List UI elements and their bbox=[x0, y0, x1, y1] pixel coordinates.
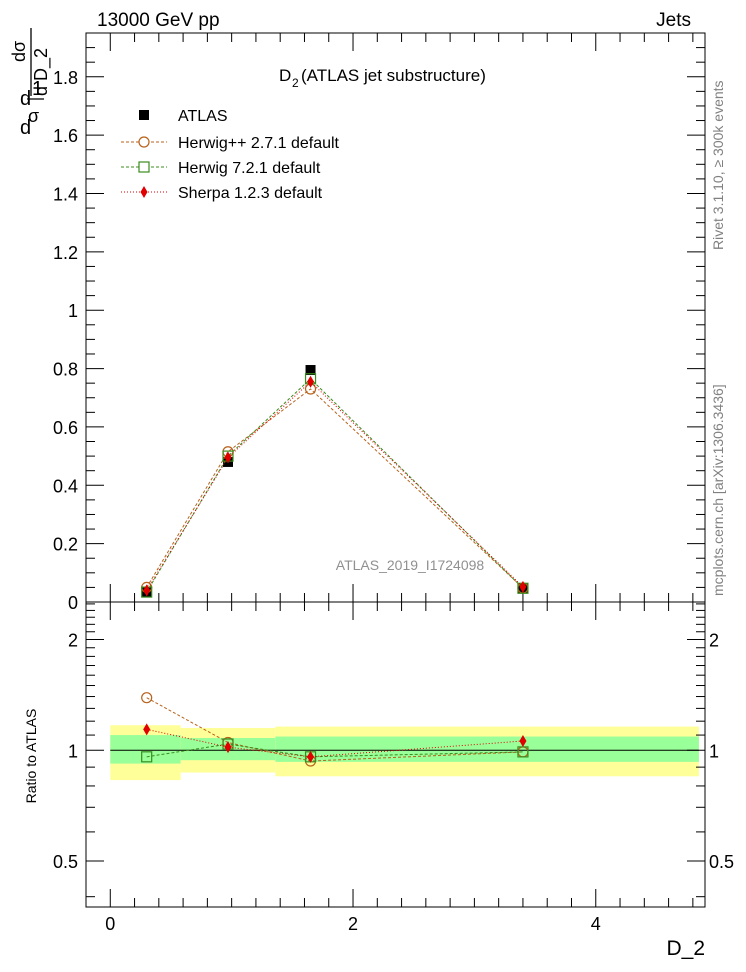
ratio-herwig7-point bbox=[141, 751, 153, 763]
mcplots-reference-label: mcplots.cern.ch [arXiv:1306.3436] bbox=[710, 384, 726, 596]
main-y-tick-label: 1 bbox=[68, 301, 78, 321]
ratio-sherpa-point bbox=[519, 734, 527, 747]
ratio-uncertainty-bands bbox=[110, 725, 699, 781]
main-y-tick-label: 0.6 bbox=[53, 418, 78, 438]
sherpa-data-point bbox=[143, 584, 151, 597]
ratio-y-tick-label-right: 2 bbox=[709, 631, 719, 651]
ylabel-one: 1 bbox=[32, 78, 43, 100]
ratio-series-line bbox=[146, 743, 523, 758]
ylabel-dd2: d D_2 bbox=[31, 48, 52, 96]
ratio-ticks bbox=[86, 602, 705, 907]
main-y-axis-label: d 1 σ d bbox=[20, 78, 44, 139]
ylabel-d2: d bbox=[20, 117, 31, 139]
main-y-tick-label: 0.4 bbox=[53, 476, 78, 496]
analysis-watermark: ATLAS_2019_I1724098 bbox=[336, 557, 485, 573]
legend-label-sherpa: Sherpa 1.2.3 default bbox=[178, 185, 323, 202]
ratio-band-inner bbox=[275, 736, 699, 762]
category-label: Jets bbox=[656, 10, 691, 31]
ratio-y-axis-label: Ratio to ATLAS bbox=[23, 709, 39, 804]
ratio-y-tick-label: 0.5 bbox=[53, 852, 78, 872]
sherpa-data-point bbox=[519, 580, 527, 593]
title-symbol: D bbox=[279, 66, 291, 85]
x-tick-label: 4 bbox=[591, 914, 601, 934]
main-series-group bbox=[141, 365, 529, 598]
legend-label-herwig7: Herwig 7.2.1 default bbox=[178, 160, 321, 177]
title-subscript: 2 bbox=[292, 76, 299, 90]
main-series-line bbox=[146, 378, 524, 593]
main-y-tick-label: 1.2 bbox=[53, 243, 78, 263]
collision-label: 13000 GeV pp bbox=[97, 10, 220, 31]
legend-marker-herwig7 bbox=[138, 161, 150, 173]
ratio-band-inner bbox=[110, 735, 181, 764]
ratio-sherpa-point bbox=[307, 750, 315, 763]
main-y-tick-label-zero: 0 bbox=[68, 593, 78, 613]
main-panel-title: D 2 (ATLAS jet substructure) bbox=[279, 66, 486, 90]
main-series-line bbox=[146, 388, 524, 589]
rivet-version-label: Rivet 3.1.10, ≥ 300k events bbox=[710, 80, 726, 250]
ylabel-d1: d bbox=[20, 88, 31, 110]
ratio-y-tick-label-right: 1 bbox=[709, 741, 719, 761]
ratio-y-tick-label: 1 bbox=[68, 741, 78, 761]
ylabel-sigma: σ bbox=[28, 106, 39, 126]
ratio-sherpa-point bbox=[143, 723, 151, 736]
legend-label-atlas: ATLAS bbox=[178, 108, 228, 125]
main-y-tick-label: 0.8 bbox=[53, 360, 78, 380]
main-y-tick-label: 1.4 bbox=[53, 184, 78, 204]
sherpa-data-point bbox=[307, 375, 315, 388]
legend-marker-sherpa bbox=[140, 186, 148, 198]
x-axis-label: D_2 bbox=[666, 937, 705, 960]
main-y-tick-label: 0.2 bbox=[53, 535, 78, 555]
x-tick-label: 0 bbox=[105, 914, 115, 934]
ratio-panel-frame bbox=[85, 601, 706, 908]
ratio-series-group bbox=[141, 692, 529, 767]
main-y-tick-label: 1.6 bbox=[53, 126, 78, 146]
ratio-sherpa-point bbox=[224, 741, 232, 754]
sherpa-data-point bbox=[224, 451, 232, 464]
legend-label-herwigpp: Herwig++ 2.7.1 default bbox=[178, 135, 340, 152]
ylabel-dsigma: dσ bbox=[9, 41, 29, 62]
legend: ATLAS Herwig++ 2.7.1 default Herwig 7.2.… bbox=[121, 108, 340, 202]
title-text: (ATLAS jet substructure) bbox=[301, 66, 486, 85]
legend-marker-herwigpp bbox=[138, 136, 150, 148]
legend-marker-atlas bbox=[139, 110, 149, 120]
ratio-y-tick-label: 2 bbox=[68, 631, 78, 651]
atlas-data-point bbox=[305, 365, 316, 376]
ratio-series-line bbox=[146, 697, 523, 762]
ratio-herwigpp-point bbox=[141, 692, 153, 704]
ratio-tick-labels: 0.5 0.5 1 1 2 2 0 2 4 bbox=[53, 631, 734, 934]
ratio-y-tick-label-right: 0.5 bbox=[709, 852, 734, 872]
x-tick-label: 2 bbox=[348, 914, 358, 934]
main-y-tick-labels: 0.2 0.4 0.6 0.8 1 1.2 1.4 1.6 1.8 bbox=[53, 68, 78, 555]
main-y-tick-label: 1.8 bbox=[53, 68, 78, 88]
